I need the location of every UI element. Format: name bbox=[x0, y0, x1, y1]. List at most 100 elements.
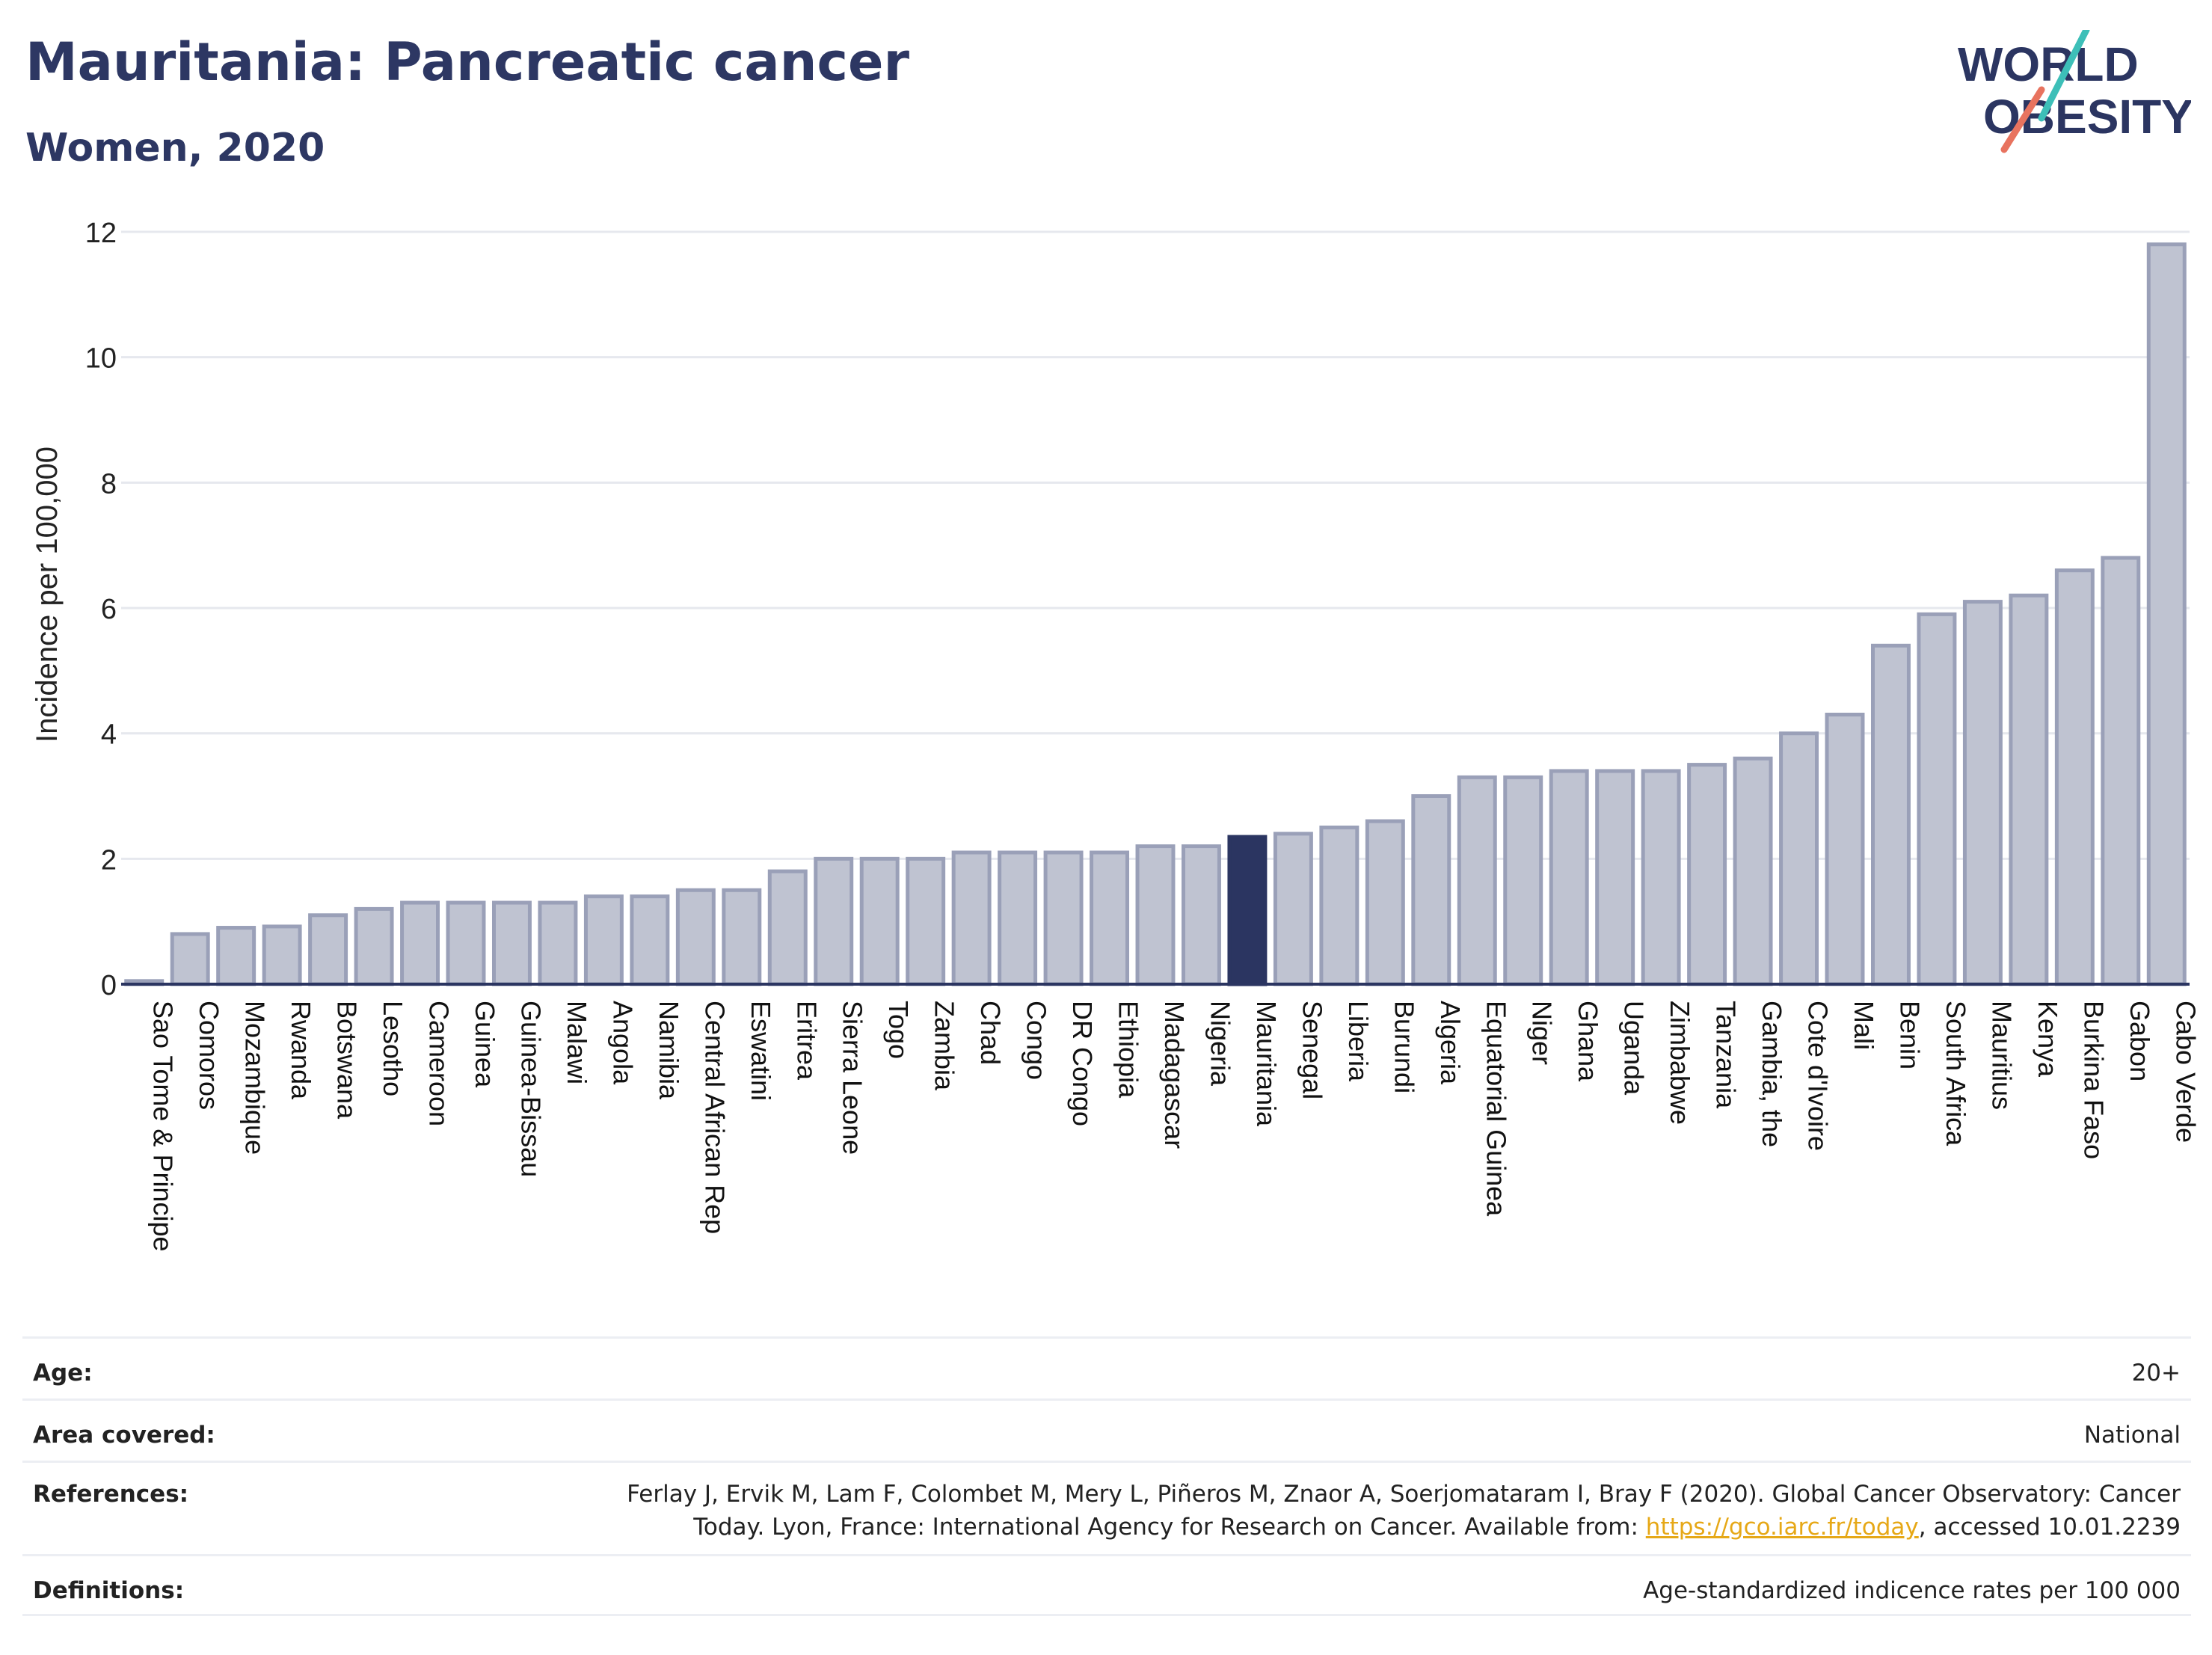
y-tick-label: 10 bbox=[85, 343, 117, 375]
y-tick-label: 6 bbox=[101, 594, 117, 625]
bar bbox=[1135, 844, 1176, 986]
area-value: National bbox=[2083, 1422, 2181, 1449]
references-label: References: bbox=[33, 1481, 189, 1508]
x-tick-label: Niger bbox=[1527, 1001, 1558, 1065]
bar bbox=[400, 900, 440, 986]
y-axis-label: Incidence per 100,000 bbox=[31, 446, 64, 743]
logo-text-obesity: OBESITY bbox=[1983, 90, 2191, 144]
x-tick-label: Botswana bbox=[332, 1001, 363, 1120]
logo-text-world: WORLD bbox=[1958, 37, 2139, 91]
references-line2: Today. Lyon, France: International Agenc… bbox=[693, 1514, 1646, 1541]
x-tick-label: Togo bbox=[883, 1001, 914, 1059]
bar bbox=[1549, 769, 1589, 986]
x-tick-label: Malawi bbox=[562, 1001, 592, 1084]
y-tick-label: 4 bbox=[101, 719, 117, 751]
x-tick-label: Sao Tome & Principe bbox=[148, 1001, 179, 1252]
y-tick-label: 0 bbox=[101, 970, 117, 1001]
x-tick-label: DR Congo bbox=[1067, 1001, 1098, 1126]
x-tick-label: Sierra Leone bbox=[838, 1001, 868, 1155]
bar bbox=[675, 888, 716, 986]
bar bbox=[170, 932, 210, 986]
x-tick-label: Equatorial Guinea bbox=[1481, 1001, 1511, 1217]
y-tick-label: 8 bbox=[101, 468, 117, 500]
bar bbox=[1870, 643, 1911, 986]
x-tick-label: Mali bbox=[1849, 1001, 1879, 1050]
bar bbox=[1273, 832, 1313, 986]
x-tick-label: Eswatini bbox=[746, 1001, 776, 1101]
x-tick-label: Central African Rep bbox=[699, 1001, 730, 1234]
bar bbox=[1090, 850, 1130, 986]
bar bbox=[1319, 825, 1360, 986]
bar bbox=[2101, 556, 2141, 986]
bar bbox=[859, 856, 900, 986]
age-label: Age: bbox=[33, 1360, 93, 1387]
references-link[interactable]: https://gco.iarc.fr/today bbox=[1645, 1514, 1919, 1541]
bar bbox=[814, 856, 854, 986]
bar bbox=[2146, 242, 2187, 986]
bar-highlight bbox=[1227, 835, 1268, 986]
x-tick-label: Madagascar bbox=[1159, 1001, 1190, 1149]
x-tick-label: Mozambique bbox=[240, 1001, 271, 1155]
x-tick-label: Gabon bbox=[2125, 1001, 2155, 1081]
logo-slash-bottom bbox=[2000, 86, 2045, 153]
bar bbox=[446, 900, 486, 986]
x-tick-label: Benin bbox=[1894, 1001, 1925, 1069]
bar bbox=[262, 924, 302, 986]
bar-chart: 0 2 4 6 8 10 12 Sao Tome & Principe Comoros Mozam… bbox=[31, 218, 2202, 1252]
bar bbox=[2054, 568, 2095, 986]
x-tick-label: Cabo Verde bbox=[2170, 1001, 2201, 1143]
x-tick-label: Namibia bbox=[654, 1001, 684, 1100]
bar bbox=[998, 850, 1038, 986]
age-value: 20+ bbox=[2131, 1360, 2181, 1387]
bar bbox=[491, 900, 532, 986]
x-tick-label: Eritrea bbox=[791, 1001, 822, 1081]
x-tick-label: Kenya bbox=[2033, 1001, 2063, 1078]
definitions-value: Age-standardized indicence rates per 100… bbox=[1643, 1577, 2181, 1604]
x-tick-label: Mauritania bbox=[1251, 1001, 1282, 1127]
x-tick-label: Uganda bbox=[1619, 1001, 1650, 1096]
x-tick-label: Rwanda bbox=[286, 1001, 316, 1100]
x-tick-label: Mauritius bbox=[1986, 1001, 2017, 1110]
bar bbox=[630, 894, 670, 986]
x-tick-label: Algeria bbox=[1435, 1001, 1466, 1085]
bar bbox=[216, 926, 256, 986]
bar bbox=[1457, 775, 1497, 986]
x-tick-label: Burundi bbox=[1389, 1001, 1419, 1093]
meta-row-definitions: Definitions: Age-standardized indicence … bbox=[22, 1554, 2191, 1616]
x-tick-label: Ghana bbox=[1573, 1001, 1603, 1082]
bar bbox=[1825, 713, 1865, 986]
x-tick-label: Senegal bbox=[1297, 1001, 1327, 1099]
bar bbox=[1043, 850, 1084, 986]
bar bbox=[308, 913, 348, 986]
x-tick-label: Ethiopia bbox=[1113, 1001, 1144, 1099]
logo-slash-top bbox=[2038, 30, 2090, 122]
bar bbox=[1733, 756, 1773, 986]
y-tick-label: 12 bbox=[85, 218, 117, 249]
bar bbox=[1641, 769, 1681, 986]
x-tick-label: Tanzania bbox=[1711, 1001, 1742, 1109]
definitions-label: Definitions: bbox=[33, 1577, 185, 1604]
x-tick-label: Guinea bbox=[470, 1001, 500, 1088]
chart-title: Mauritania: Pancreatic cancer bbox=[25, 31, 909, 93]
bar bbox=[1687, 763, 1727, 986]
area-label: Area covered: bbox=[33, 1422, 215, 1449]
bars bbox=[124, 242, 2187, 986]
bar bbox=[767, 869, 808, 986]
bar bbox=[1595, 769, 1635, 986]
references-accessed: , accessed 10.01.2239 bbox=[1918, 1514, 2181, 1541]
bar bbox=[1779, 731, 1819, 986]
x-tick-label: Liberia bbox=[1343, 1001, 1374, 1082]
bar bbox=[354, 906, 394, 986]
axes: 0 2 4 6 8 10 12 Sao Tome & Principe Comoros Mozam… bbox=[85, 218, 2202, 1252]
bar bbox=[722, 888, 762, 986]
bar bbox=[1411, 794, 1451, 986]
meta-row-age: Age: 20+ bbox=[22, 1336, 2191, 1398]
x-tick-label: Chad bbox=[975, 1001, 1006, 1065]
x-tick-label: Zimbabwe bbox=[1665, 1001, 1695, 1125]
x-tick-label: Lesotho bbox=[378, 1001, 408, 1096]
meta-row-area: Area covered: National bbox=[22, 1398, 2191, 1461]
x-tick-label: Angola bbox=[607, 1001, 638, 1085]
references-line1: Ferlay J, Ervik M, Lam F, Colombet M, Me… bbox=[627, 1481, 2181, 1508]
x-tick-label: Burkina Faso bbox=[2078, 1001, 2109, 1159]
references-value: Ferlay J, Ervik M, Lam F, Colombet M, Me… bbox=[627, 1478, 2181, 1544]
